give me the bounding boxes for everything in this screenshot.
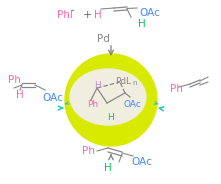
Text: Ph: Ph: [170, 84, 183, 94]
Text: PhI: PhI: [57, 10, 73, 20]
FancyArrowPatch shape: [58, 106, 63, 110]
Text: OAc: OAc: [42, 93, 63, 103]
Text: Ph: Ph: [8, 75, 21, 85]
FancyArrowPatch shape: [159, 107, 164, 111]
Text: H: H: [107, 113, 114, 122]
Ellipse shape: [70, 69, 146, 125]
Text: +: +: [83, 10, 92, 20]
Text: OAc: OAc: [139, 8, 160, 18]
Text: H: H: [94, 81, 101, 90]
Text: OAc: OAc: [124, 100, 142, 109]
Text: H: H: [16, 90, 24, 100]
Text: H: H: [138, 19, 146, 29]
Circle shape: [65, 54, 157, 146]
Text: OAc: OAc: [131, 157, 152, 167]
Text: PdL: PdL: [115, 77, 131, 86]
Text: Ph: Ph: [82, 146, 95, 156]
Text: H: H: [104, 163, 112, 173]
Text: Ph: Ph: [87, 100, 98, 109]
Text: n: n: [132, 80, 137, 86]
Text: Pd: Pd: [97, 34, 110, 44]
Text: H: H: [94, 10, 102, 20]
